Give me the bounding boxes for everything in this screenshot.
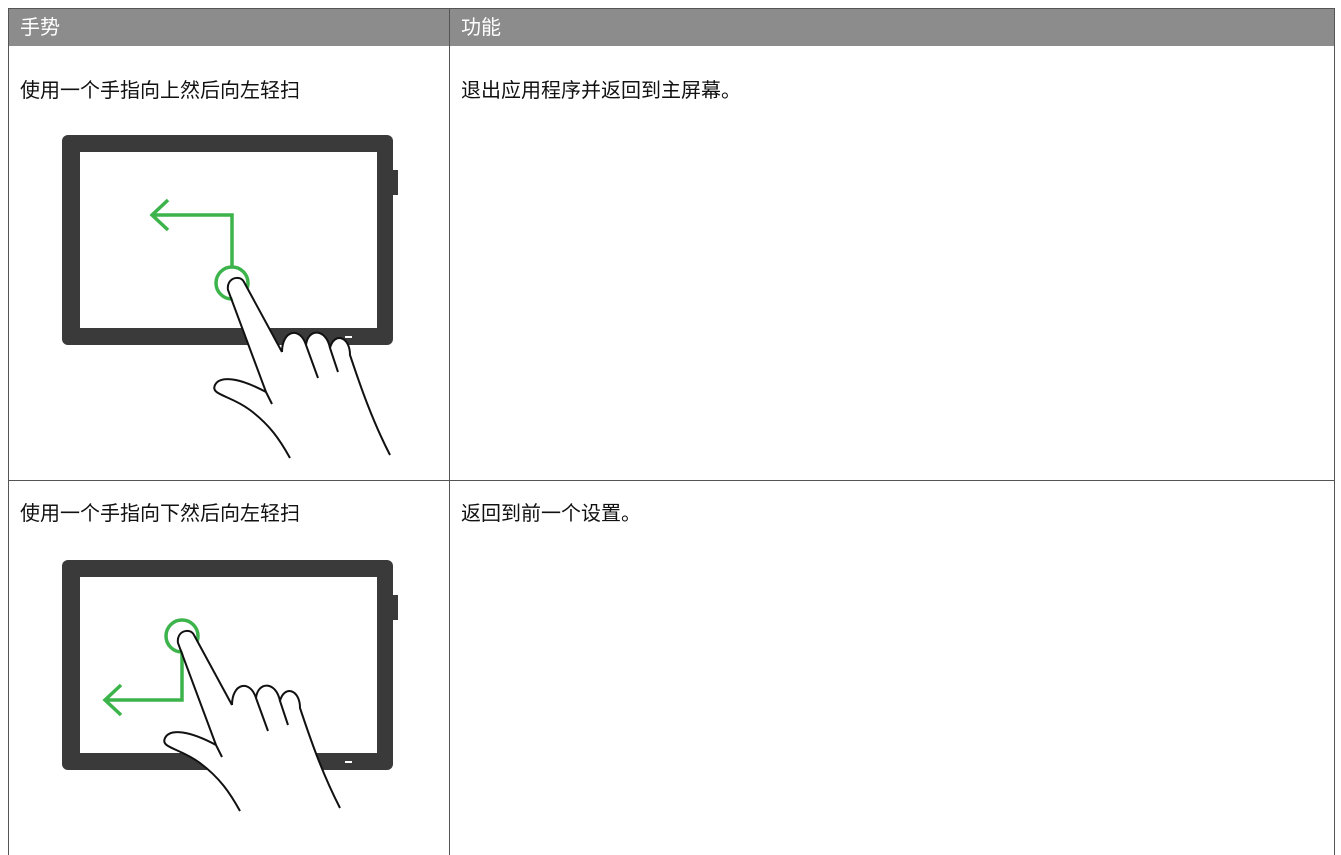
- border: [8, 8, 1335, 9]
- border: [8, 480, 1335, 481]
- gesture-text: 使用一个手指向下然后向左轻扫: [20, 501, 300, 525]
- function-text: 返回到前一个设置。: [461, 501, 641, 525]
- function-text: 退出应用程序并返回到主屏幕。: [461, 78, 741, 102]
- gesture-text: 使用一个手指向上然后向左轻扫: [20, 78, 300, 102]
- border: [1334, 8, 1335, 855]
- gesture-illustration: [62, 135, 398, 459]
- border: [8, 8, 9, 855]
- gesture-illustration: [62, 560, 398, 812]
- header-cell: 功能: [449, 8, 1335, 46]
- header-cell: 手势: [8, 8, 449, 46]
- border: [449, 8, 450, 855]
